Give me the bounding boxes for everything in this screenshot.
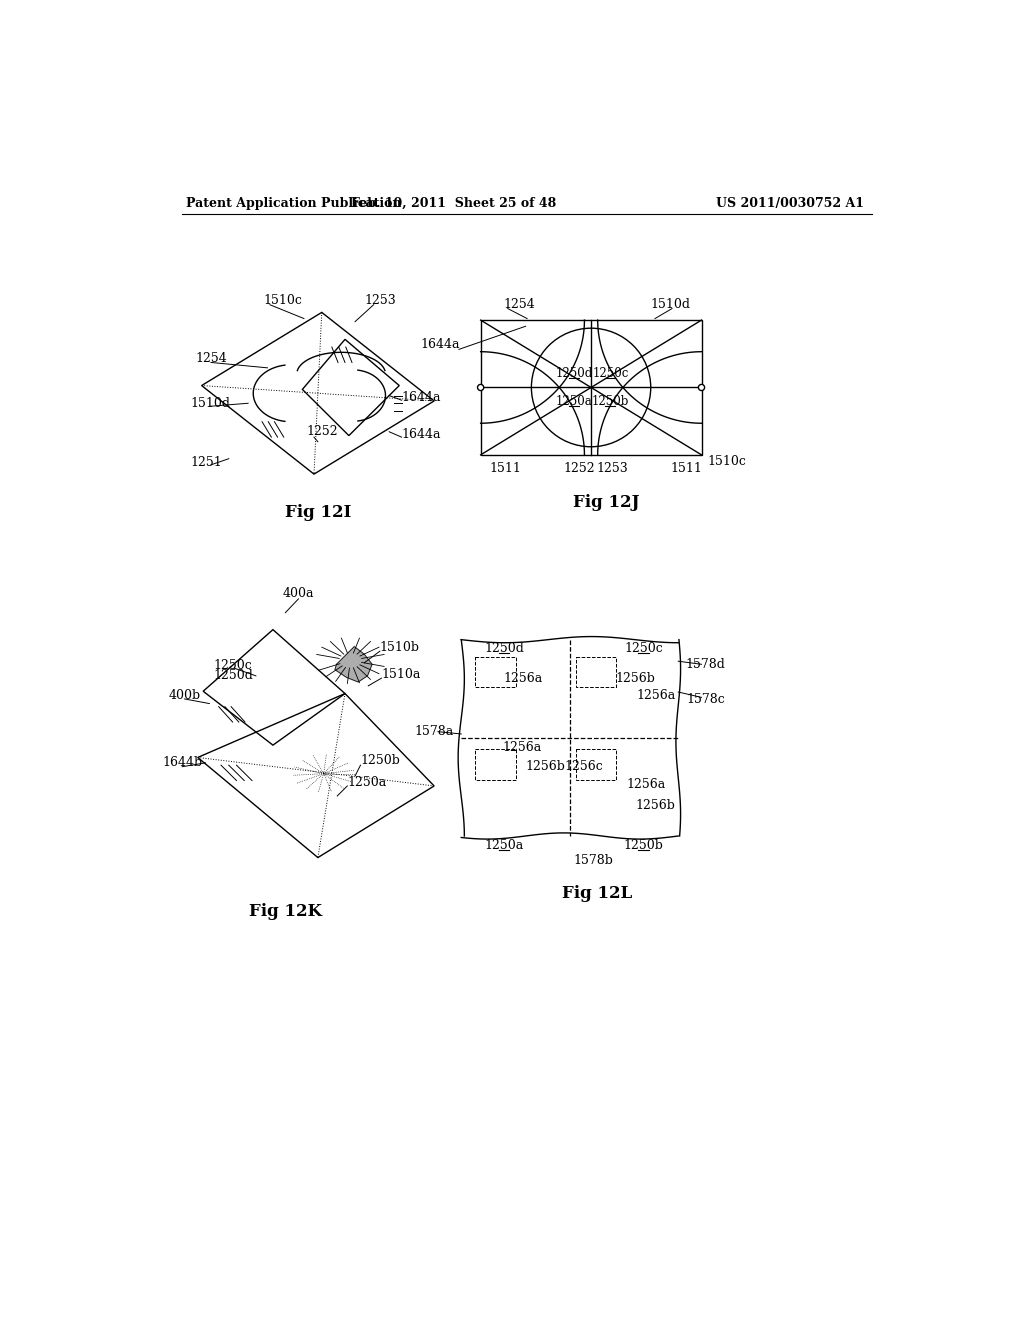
Text: US 2011/0030752 A1: US 2011/0030752 A1 — [716, 197, 864, 210]
Text: Fig 12L: Fig 12L — [562, 886, 632, 903]
Text: 1256b: 1256b — [615, 672, 655, 685]
Text: 1253: 1253 — [597, 462, 629, 475]
Text: Fig 12I: Fig 12I — [285, 504, 351, 521]
Text: 1578b: 1578b — [573, 854, 613, 867]
Text: 1256c: 1256c — [564, 760, 603, 774]
Text: 1256a: 1256a — [502, 741, 542, 754]
Text: 1250d: 1250d — [484, 643, 524, 656]
Text: 1644a: 1644a — [401, 391, 441, 404]
Text: 1510c: 1510c — [263, 294, 302, 308]
Text: 1256b: 1256b — [525, 760, 565, 774]
Text: 1510d: 1510d — [190, 397, 230, 409]
Circle shape — [477, 384, 483, 391]
Text: 1254: 1254 — [504, 298, 536, 312]
Text: 1644a: 1644a — [401, 428, 441, 441]
Text: 1251: 1251 — [190, 455, 222, 469]
Text: 1510b: 1510b — [380, 640, 420, 653]
Text: 1253: 1253 — [365, 294, 396, 308]
Text: 400a: 400a — [283, 587, 314, 601]
Text: 1252: 1252 — [306, 425, 338, 438]
Text: 1250a: 1250a — [484, 838, 523, 851]
Text: 1250b: 1250b — [360, 754, 400, 767]
Text: 1250d: 1250d — [213, 669, 253, 682]
Text: 1250b: 1250b — [624, 838, 664, 851]
Text: 1510d: 1510d — [650, 298, 690, 312]
Bar — [480, 321, 701, 455]
Text: Feb. 10, 2011  Sheet 25 of 48: Feb. 10, 2011 Sheet 25 of 48 — [351, 197, 556, 210]
Text: 1252: 1252 — [563, 462, 595, 475]
Circle shape — [698, 384, 705, 391]
Text: 1510a: 1510a — [381, 668, 421, 681]
Bar — [575, 656, 616, 688]
Text: 1578a: 1578a — [415, 725, 454, 738]
Text: 1511: 1511 — [670, 462, 701, 475]
Text: 1510c: 1510c — [708, 454, 746, 467]
Polygon shape — [335, 647, 372, 682]
Bar — [475, 656, 515, 688]
Bar — [475, 750, 515, 780]
Bar — [575, 750, 616, 780]
Text: 1250c: 1250c — [624, 643, 663, 656]
Text: 1256a: 1256a — [626, 777, 666, 791]
Text: Fig 12J: Fig 12J — [573, 494, 640, 511]
Text: 1250a: 1250a — [347, 776, 387, 788]
Text: 1644a: 1644a — [421, 338, 460, 351]
Text: 1254: 1254 — [196, 352, 227, 366]
Text: 1256a: 1256a — [504, 672, 543, 685]
Text: 400b: 400b — [169, 689, 201, 702]
Text: 1644b: 1644b — [163, 756, 203, 770]
Text: 1250c: 1250c — [592, 367, 629, 380]
Text: 1250a: 1250a — [556, 395, 593, 408]
Text: 1256b: 1256b — [635, 799, 675, 812]
Text: Patent Application Publication: Patent Application Publication — [186, 197, 401, 210]
Text: 1250d: 1250d — [555, 367, 593, 380]
Text: Fig 12K: Fig 12K — [249, 903, 322, 920]
Text: 1250c: 1250c — [213, 659, 252, 672]
Text: 1578c: 1578c — [686, 693, 725, 706]
Text: 1578d: 1578d — [685, 657, 725, 671]
Text: 1250b: 1250b — [592, 395, 629, 408]
Text: 1511: 1511 — [489, 462, 521, 475]
Text: 1256a: 1256a — [637, 689, 676, 702]
